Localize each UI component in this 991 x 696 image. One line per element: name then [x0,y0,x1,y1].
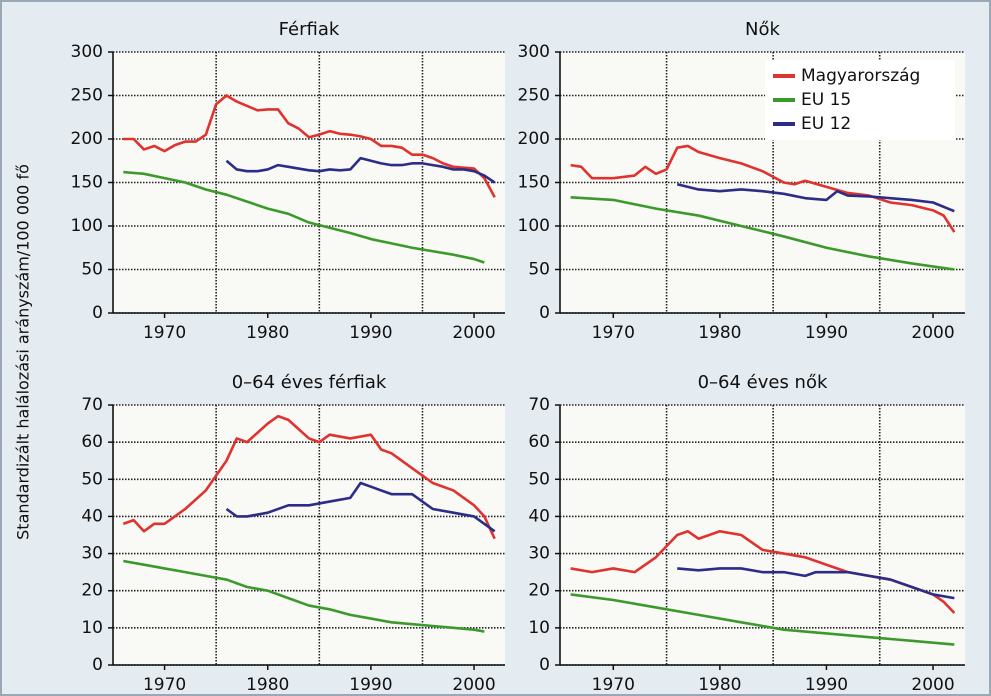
y-tick-label: 20 [81,581,103,601]
x-tick-label: 1990 [349,675,392,695]
y-tick-label: 50 [528,260,550,280]
y-tick-label: 200 [71,129,103,149]
y-tick-label: 40 [528,506,550,526]
y-tick-label: 70 [528,395,550,415]
legend-box [765,60,955,140]
x-tick-label: 1980 [246,323,289,343]
y-tick-label: 150 [71,173,103,193]
plot-area [113,405,505,665]
chart-title: Nők [745,19,780,40]
chart-title: 0–64 éves nők [698,372,828,393]
y-tick-label: 50 [528,469,550,489]
y-tick-label: 0 [539,655,550,675]
x-tick-label: 1970 [143,323,186,343]
y-tick-label: 300 [71,42,103,62]
series-line [123,170,485,264]
x-tick-label: 1990 [349,323,392,343]
y-tick-label: 300 [518,42,550,62]
series-line [123,559,485,633]
series-line [123,94,496,198]
legend-label: EU 15 [801,90,851,110]
series-line [122,414,496,540]
x-tick-label: 2000 [911,323,954,343]
y-tick-label: 10 [81,618,103,638]
series-line [225,481,496,533]
x-tick-label: 1990 [805,675,848,695]
x-tick-label: 1970 [592,675,635,695]
y-tick-label: 250 [71,86,103,106]
x-tick-label: 2000 [911,675,954,695]
x-tick-label: 2000 [452,675,495,695]
y-tick-label: 70 [81,395,103,415]
x-tick-label: 1990 [805,323,848,343]
series-line [225,156,496,184]
legend-label: Magyarország [801,66,920,86]
series-line [570,144,956,233]
y-tick-label: 0 [92,303,103,323]
y-tick-label: 50 [81,469,103,489]
y-tick-label: 250 [518,86,550,106]
y-tick-label: 10 [528,618,550,638]
chart-title: 0–64 éves férfiak [232,372,387,393]
chart-title: Férfiak [279,19,340,40]
x-tick-label: 1980 [246,675,289,695]
y-tick-label: 0 [539,303,550,323]
x-tick-label: 1980 [698,675,741,695]
y-tick-label: 60 [528,432,550,452]
y-tick-label: 100 [518,216,550,236]
y-axis-label: Standardizált halálozási arányszám/100 0… [14,164,33,540]
y-tick-label: 30 [81,544,103,564]
y-tick-label: 30 [528,544,550,564]
plot-area [560,405,965,665]
legend-label: EU 12 [801,114,851,134]
x-tick-label: 1980 [698,323,741,343]
y-tick-label: 60 [81,432,103,452]
y-tick-label: 20 [528,581,550,601]
y-tick-label: 200 [518,129,550,149]
series-line [570,195,955,271]
y-tick-label: 0 [92,655,103,675]
series-line [570,593,955,646]
y-tick-label: 150 [518,173,550,193]
series-line [676,182,955,213]
y-tick-label: 40 [81,506,103,526]
series-line [677,567,955,600]
y-tick-label: 100 [71,216,103,236]
x-tick-label: 1970 [592,323,635,343]
y-tick-label: 50 [81,260,103,280]
x-tick-label: 2000 [452,323,495,343]
x-tick-label: 1970 [143,675,186,695]
